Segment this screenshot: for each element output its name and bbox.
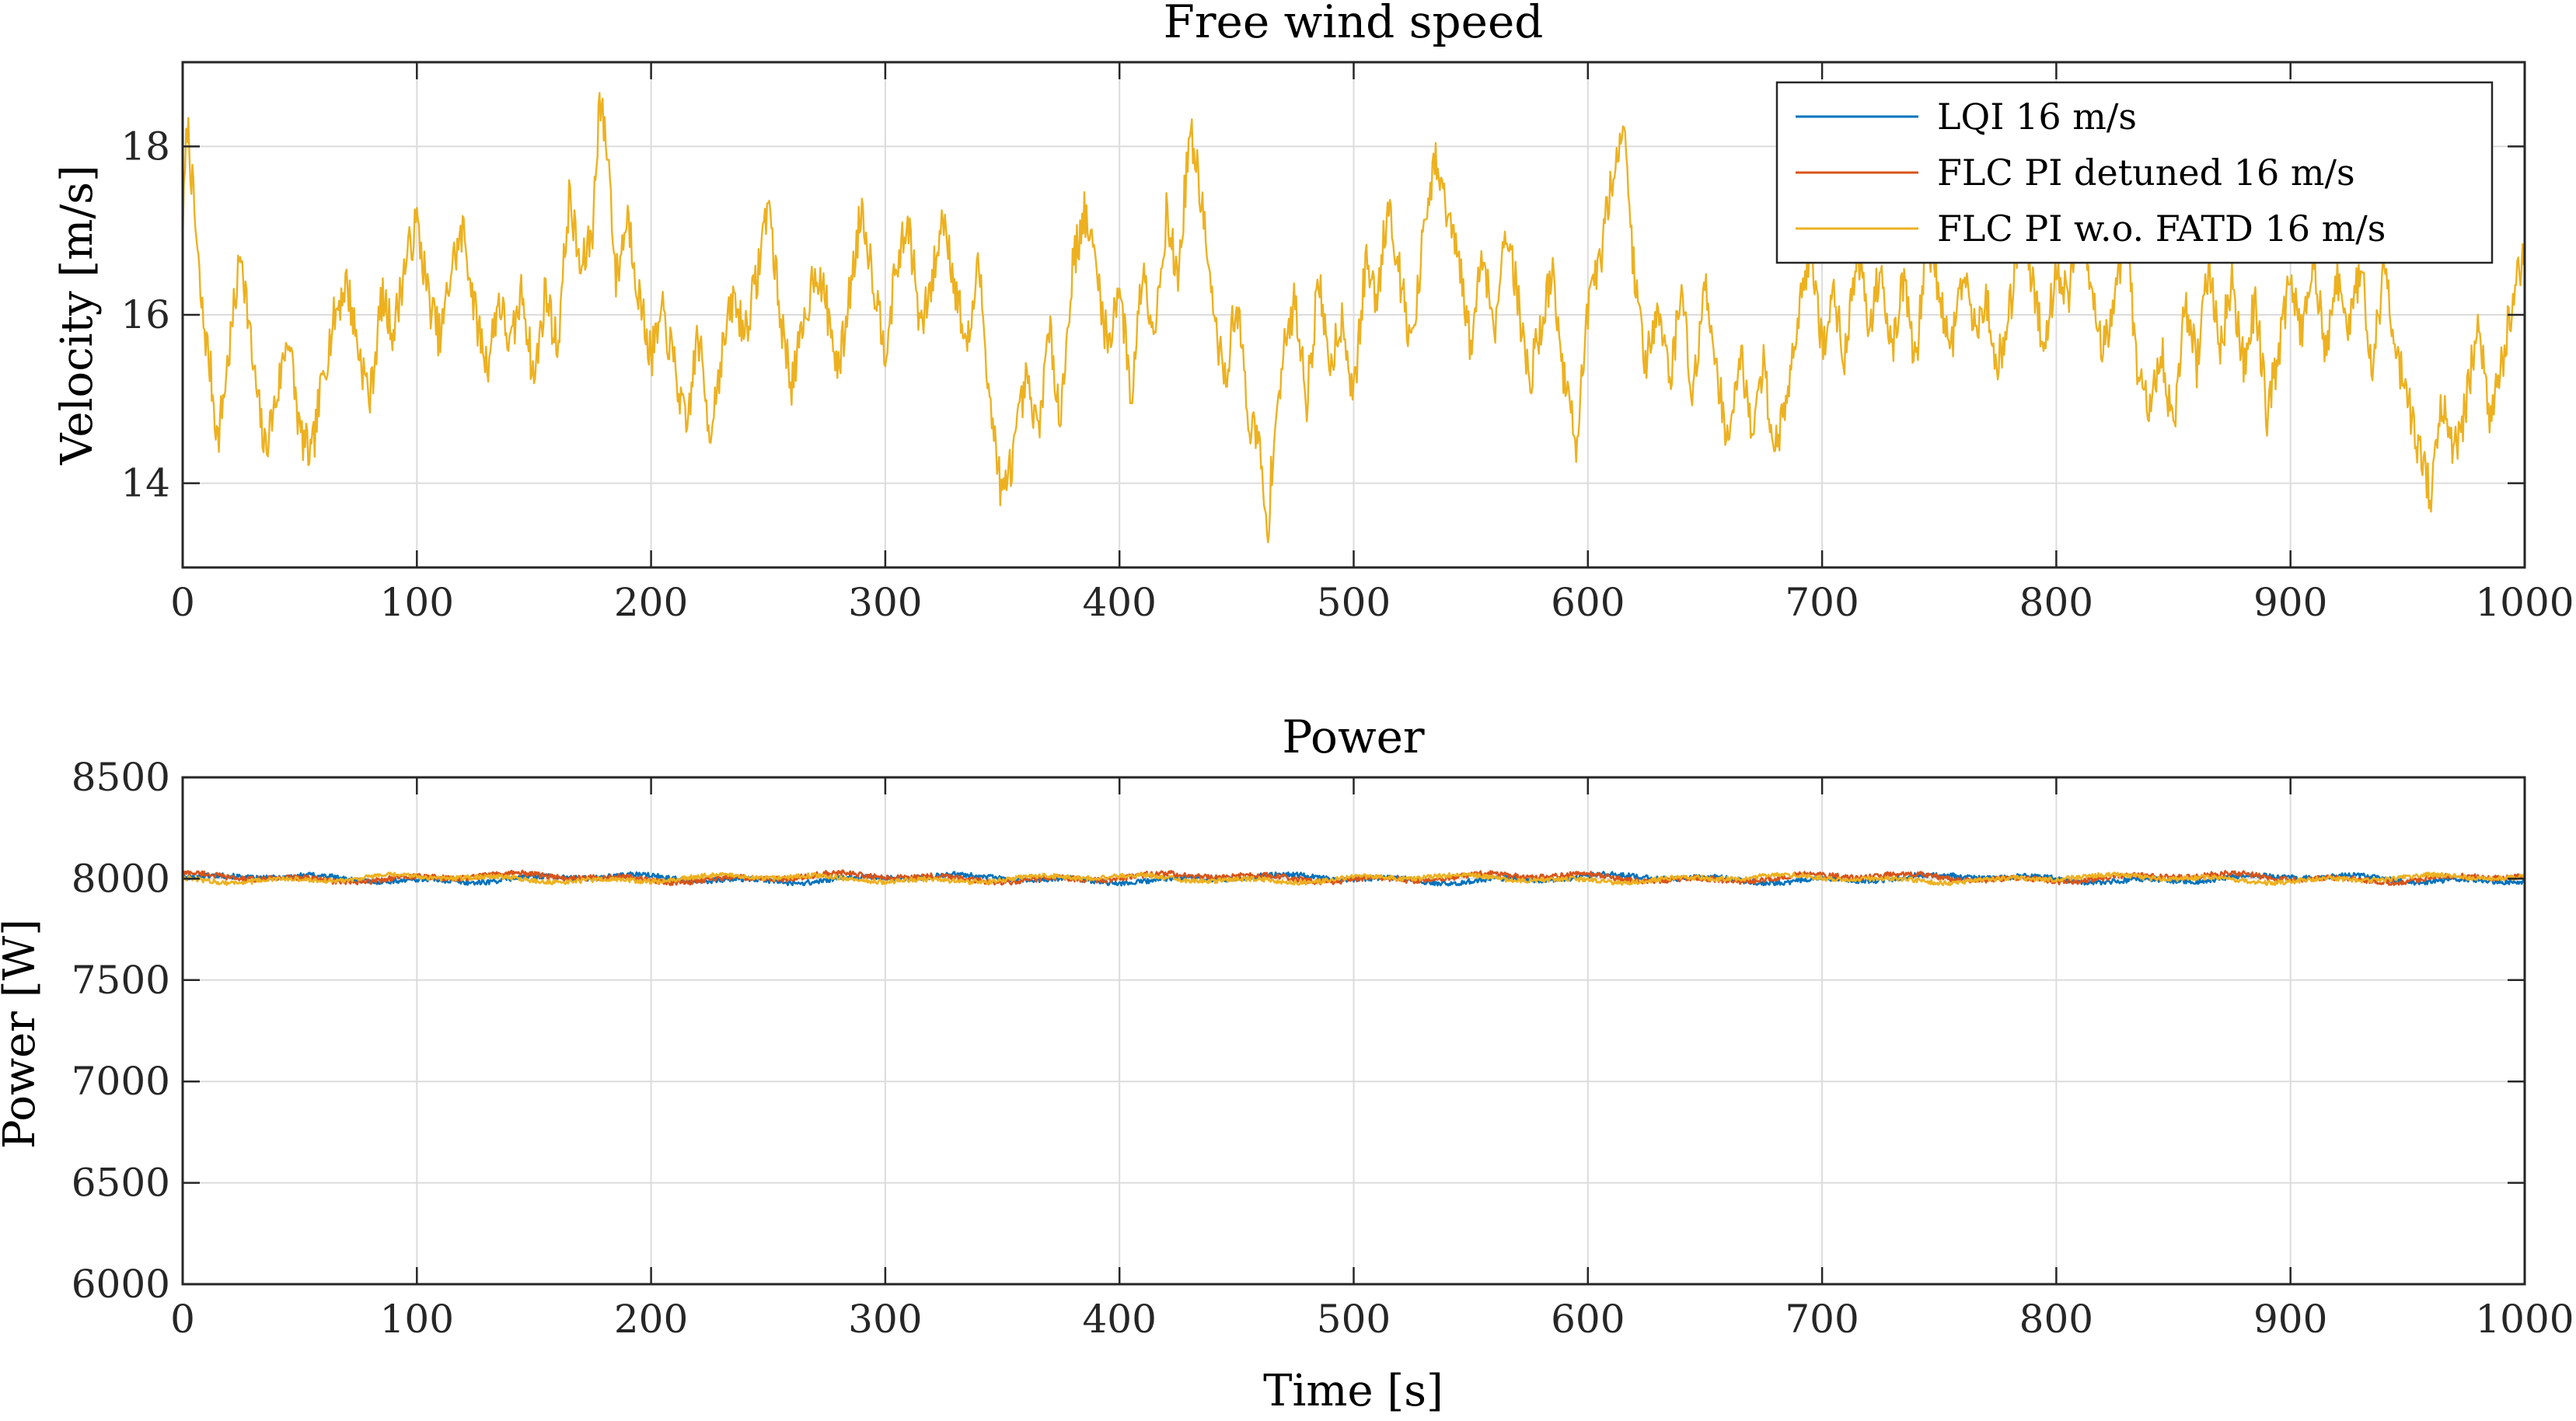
- power-ytick-label: 8500: [72, 755, 170, 800]
- legend-label-lqi: LQI 16 m/s: [1937, 96, 2137, 138]
- wind-xtick-label: 100: [380, 580, 454, 625]
- wind-ytick-label: 18: [120, 124, 170, 169]
- wind-xtick-label: 800: [2019, 580, 2093, 625]
- power-title: Power: [1282, 710, 1425, 763]
- power-plot: 0 100 200 300 400 500 600 700 800 900 1000 6000 6500…: [0, 710, 2574, 1416]
- wind-speed-plot: 0 100 200 300 400 500 600 700 800 900 1000 14 16 18 F…: [52, 0, 2574, 625]
- wind-xtick-label: 1000: [2475, 580, 2574, 625]
- power-xtick-label: 100: [380, 1297, 454, 1342]
- power-xtick-label: 1000: [2475, 1297, 2574, 1342]
- wind-speed-series: [181, 92, 2526, 543]
- legend-label-flc-detuned: FLC PI detuned 16 m/s: [1937, 152, 2355, 194]
- legend: LQI 16 m/s FLC PI detuned 16 m/s FLC PI …: [1775, 81, 2494, 264]
- power-ytick-label: 7000: [72, 1059, 170, 1104]
- power-xtick-label: 900: [2253, 1297, 2327, 1342]
- power-ytick-label: 6500: [72, 1161, 170, 1206]
- power-line-flc-wo-fatd: [182, 871, 2525, 887]
- power-xtick-label: 700: [1785, 1297, 1859, 1342]
- wind-speed-ticks: 0 100 200 300 400 500 600 700 800 900 1000 14 16 18: [120, 62, 2574, 625]
- power-xtick-label: 800: [2019, 1297, 2093, 1342]
- power-xlabel: Time [s]: [1263, 1366, 1443, 1416]
- wind-ytick-label: 14: [120, 461, 170, 506]
- wind-xtick-label: 400: [1082, 580, 1156, 625]
- power-xtick-label: 400: [1082, 1297, 1156, 1342]
- wind-xtick-label: 0: [170, 580, 195, 625]
- power-series: [181, 869, 2526, 887]
- wind-speed-title: Free wind speed: [1164, 0, 1544, 48]
- power-xtick-label: 300: [848, 1297, 922, 1342]
- wind-speed-ylabel: Velocity [m/s]: [52, 165, 103, 466]
- power-grid: [182, 777, 2525, 1285]
- wind-xtick-label: 600: [1551, 580, 1625, 625]
- wind-xtick-label: 300: [848, 580, 922, 625]
- power-xtick-label: 0: [170, 1297, 195, 1342]
- power-ylabel: Power [W]: [0, 919, 45, 1149]
- wind-xtick-label: 900: [2253, 580, 2327, 625]
- power-ytick-label: 7500: [72, 958, 170, 1003]
- power-ytick-label: 8000: [72, 856, 170, 901]
- power-xtick-label: 600: [1551, 1297, 1625, 1342]
- legend-label-flc-wo-fatd: FLC PI w.o. FATD 16 m/s: [1937, 208, 2386, 250]
- wind-xtick-label: 200: [614, 580, 688, 625]
- power-ytick-label: 6000: [72, 1262, 170, 1307]
- wind-ytick-label: 16: [120, 292, 170, 337]
- power-ticks: 0 100 200 300 400 500 600 700 800 900 1000 6000 6500…: [72, 755, 2574, 1342]
- wind-xtick-label: 700: [1785, 580, 1859, 625]
- wind-xtick-label: 500: [1317, 580, 1391, 625]
- power-line-lqi: [182, 871, 2525, 887]
- power-xtick-label: 500: [1317, 1297, 1391, 1342]
- power-xtick-label: 200: [614, 1297, 688, 1342]
- wind-speed-line-flc-wo-fatd: [181, 92, 2526, 543]
